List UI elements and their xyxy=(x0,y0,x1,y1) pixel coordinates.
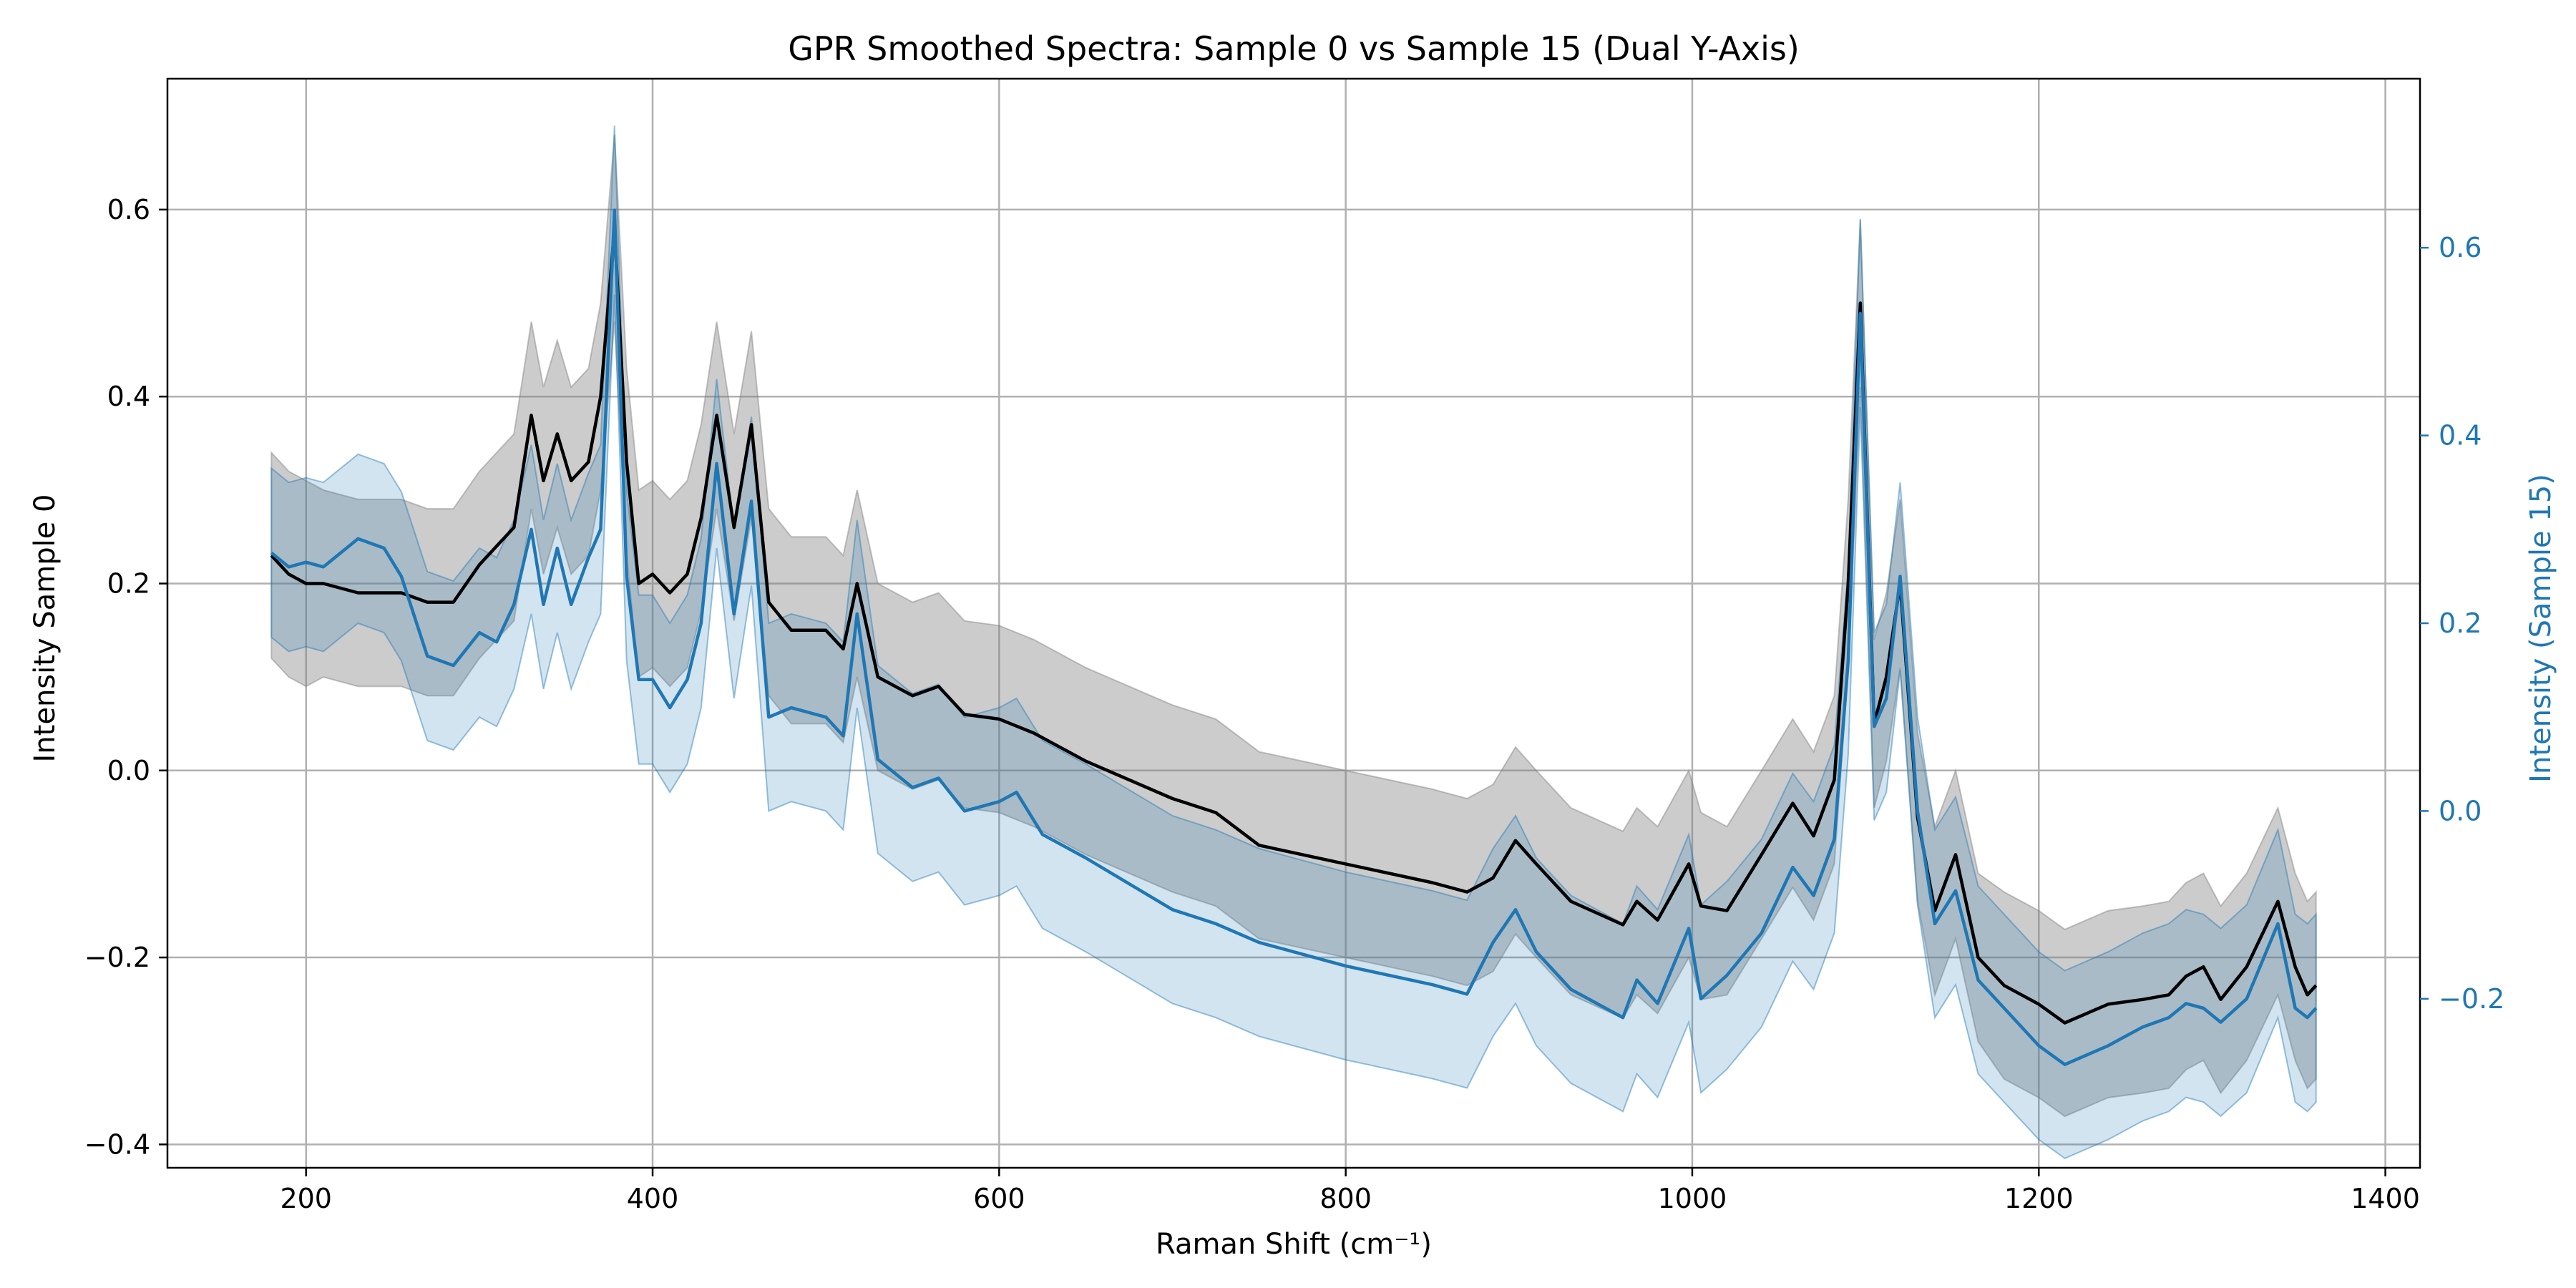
x-tick-label: 200 xyxy=(280,1183,332,1214)
y-left-tick-label: 0.0 xyxy=(107,755,150,786)
y-right-tick-label: −0.2 xyxy=(2439,983,2504,1015)
series-line-left xyxy=(270,226,2318,1025)
series-lines xyxy=(270,208,2318,1066)
chart-title: GPR Smoothed Spectra: Sample 0 vs Sample… xyxy=(788,29,1800,68)
y-right-axis-label: Intensity (Sample 15) xyxy=(2524,474,2557,783)
y-left-axis-ticks: −0.4 −0.2 0.0 0.2 0.4 0.6 xyxy=(84,194,167,1160)
x-tick-label: 1000 xyxy=(1658,1183,1727,1214)
x-axis-ticks: 200 400 600 800 1000 1200 1400 xyxy=(280,1168,2420,1214)
x-axis-label: Raman Shift (cm⁻¹) xyxy=(1156,1228,1432,1261)
x-tick-label: 1400 xyxy=(2351,1183,2420,1214)
x-tick-label: 1200 xyxy=(2004,1183,2074,1214)
y-right-tick-label: 0.4 xyxy=(2439,420,2482,452)
y-right-tick-label: 0.2 xyxy=(2439,608,2482,639)
grid xyxy=(167,79,2420,1168)
y-left-axis-label: Intensity Sample 0 xyxy=(29,494,62,763)
y-right-tick-label: 0.6 xyxy=(2439,232,2482,263)
x-tick-label: 800 xyxy=(1319,1183,1372,1214)
y-left-tick-label: −0.2 xyxy=(84,942,150,973)
confidence-band-right xyxy=(270,125,2317,1160)
x-tick-label: 400 xyxy=(627,1183,679,1214)
y-left-tick-label: 0.6 xyxy=(107,194,150,225)
y-left-tick-label: 0.2 xyxy=(107,567,150,599)
y-left-tick-label: −0.4 xyxy=(84,1128,150,1160)
y-right-axis-ticks: −0.2 0.0 0.2 0.4 0.6 xyxy=(2420,232,2504,1015)
series-line-right xyxy=(270,208,2318,1066)
y-left-tick-label: 0.4 xyxy=(107,381,150,412)
y-right-tick-label: 0.0 xyxy=(2439,795,2482,826)
x-tick-label: 600 xyxy=(973,1183,1025,1214)
